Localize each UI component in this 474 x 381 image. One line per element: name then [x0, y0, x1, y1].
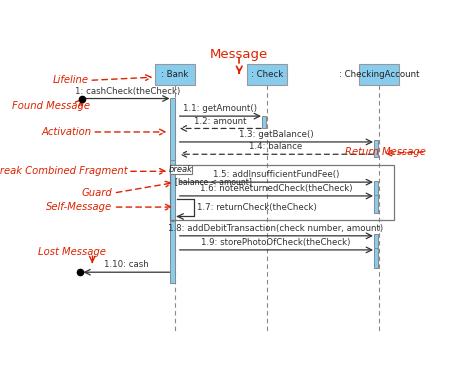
Text: [balance < amount]: [balance < amount] — [175, 177, 252, 186]
Bar — [374, 248, 378, 268]
Text: 1.9: storePhotoOfCheck(theCheck): 1.9: storePhotoOfCheck(theCheck) — [201, 238, 351, 247]
Text: Activation: Activation — [41, 127, 91, 137]
Text: : CheckingAccount: : CheckingAccount — [338, 70, 419, 79]
Text: Lost Message: Lost Message — [38, 247, 106, 257]
Text: : Check: : Check — [251, 70, 283, 79]
Text: 1.6: noteReturnedCheck(theCheck): 1.6: noteReturnedCheck(theCheck) — [200, 184, 352, 193]
Text: 1.8: addDebitTransaction(check number, amount): 1.8: addDebitTransaction(check number, a… — [168, 224, 383, 233]
Text: 1.2: amount: 1.2: amount — [194, 117, 246, 125]
Text: 1.4: balance: 1.4: balance — [249, 142, 302, 151]
Bar — [374, 181, 378, 199]
Text: Guard: Guard — [82, 188, 112, 198]
Bar — [374, 195, 378, 213]
Text: Lifeline: Lifeline — [52, 75, 88, 85]
Bar — [170, 160, 175, 222]
Bar — [246, 64, 287, 85]
Text: Message: Message — [210, 48, 268, 61]
Text: 1.5: addInsufficientFundFee(): 1.5: addInsufficientFundFee() — [213, 170, 339, 179]
Bar — [262, 115, 266, 128]
Text: Return Message: Return Message — [345, 147, 426, 157]
Text: 1.10: cash: 1.10: cash — [104, 260, 149, 269]
Bar — [170, 165, 394, 220]
Bar — [155, 64, 195, 85]
Bar — [170, 221, 175, 283]
Bar — [170, 165, 192, 174]
Text: 1.7: returnCheck(theCheck): 1.7: returnCheck(theCheck) — [197, 203, 317, 212]
Text: 1: cashCheck(theCheck): 1: cashCheck(theCheck) — [74, 86, 180, 96]
Bar — [359, 64, 399, 85]
Bar — [374, 234, 378, 254]
Text: Break Combined Fragment: Break Combined Fragment — [0, 166, 127, 176]
Text: Found Message: Found Message — [12, 101, 91, 112]
Text: 1.1: getAmount(): 1.1: getAmount() — [183, 104, 257, 113]
Bar — [374, 140, 378, 157]
Bar — [170, 98, 175, 160]
Text: 1.3: getBalance(): 1.3: getBalance() — [239, 130, 313, 139]
Text: break: break — [169, 165, 193, 174]
Text: Self-Message: Self-Message — [46, 202, 112, 212]
Text: : Bank: : Bank — [161, 70, 189, 79]
